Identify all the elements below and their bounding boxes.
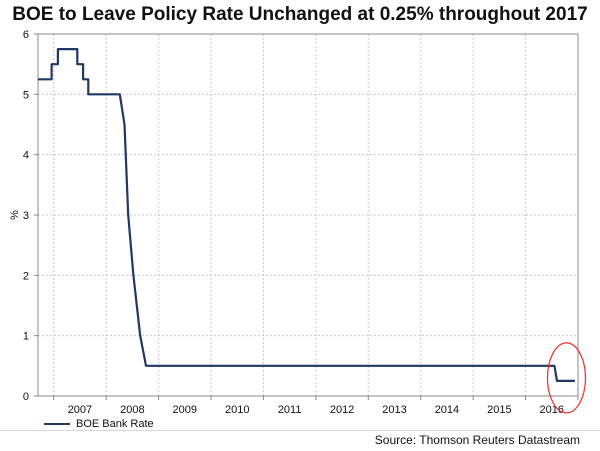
x-tick-label: 2012 bbox=[330, 404, 354, 416]
legend: BOE Bank Rate bbox=[44, 418, 154, 430]
x-tick-label: 2015 bbox=[487, 404, 511, 416]
y-tick-label: 4 bbox=[23, 150, 29, 162]
legend-label: BOE Bank Rate bbox=[76, 418, 154, 430]
x-tick-label: 2016 bbox=[540, 404, 564, 416]
series-group bbox=[38, 48, 575, 382]
x-tick-label: 2010 bbox=[225, 404, 249, 416]
y-tick-label: 6 bbox=[23, 29, 29, 41]
legend-swatch bbox=[44, 423, 70, 425]
grid bbox=[38, 34, 578, 396]
y-tick-label: 0 bbox=[23, 391, 29, 403]
footer-divider bbox=[0, 430, 600, 431]
chart-title: BOE to Leave Policy Rate Unchanged at 0.… bbox=[12, 4, 588, 25]
y-tick-label: 5 bbox=[23, 89, 29, 101]
x-tick-label: 2009 bbox=[173, 404, 197, 416]
annotations bbox=[546, 342, 587, 414]
x-tick-label: 2013 bbox=[382, 404, 406, 416]
source-note: Source: Thomson Reuters Datastream bbox=[374, 433, 580, 447]
y-axis-label: % bbox=[9, 210, 21, 220]
y-tick-label: 2 bbox=[23, 270, 29, 282]
x-axis-ticks: 2007 2008 2009 2010 2011 2012 2013 2014 2015 2016 bbox=[53, 396, 579, 416]
y-tick-label: 3 bbox=[23, 210, 29, 222]
x-tick-label: 2011 bbox=[278, 404, 302, 416]
x-tick-label: 2014 bbox=[435, 404, 459, 416]
x-tick-label: 2007 bbox=[68, 404, 92, 416]
y-tick-label: 1 bbox=[23, 331, 29, 343]
x-tick-label: 2008 bbox=[120, 404, 144, 416]
series-line-boe-bank-rate bbox=[38, 48, 575, 382]
y-axis-ticks: 0 1 2 3 4 5 6 bbox=[23, 29, 38, 403]
highlight-ellipse bbox=[546, 342, 587, 414]
